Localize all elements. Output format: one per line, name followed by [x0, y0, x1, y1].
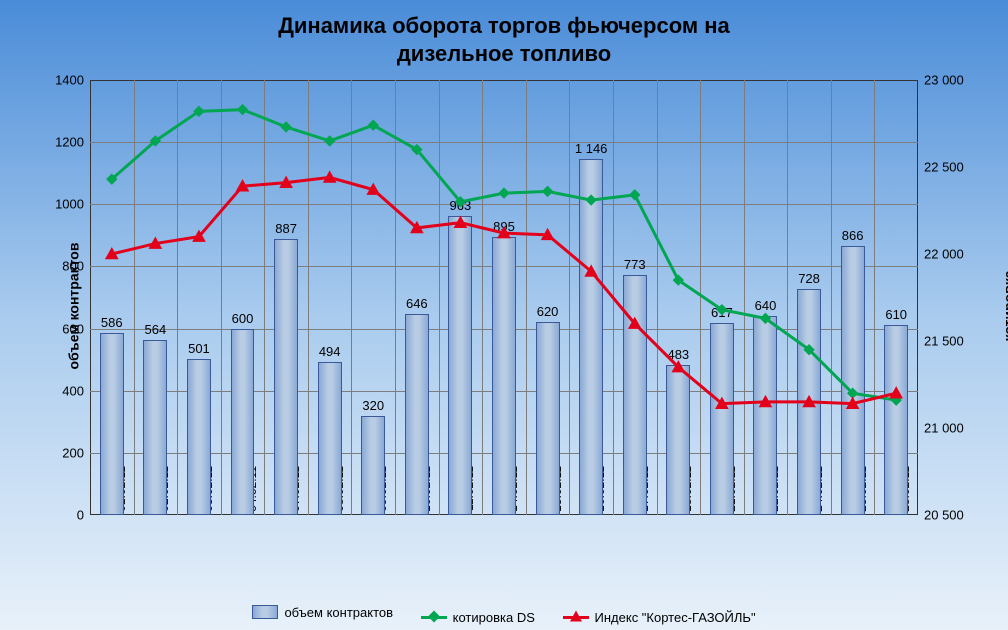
series-marker: [281, 122, 291, 132]
plot-area: 020040060080010001200140020 50021 00021 …: [90, 80, 918, 515]
y-left-tick: 200: [62, 445, 90, 460]
y-right-axis-title: котировка: [1001, 270, 1008, 341]
series-marker: [586, 195, 596, 205]
y-left-tick: 1400: [55, 73, 90, 88]
series-marker: [499, 188, 509, 198]
title-line-2: дизельное топливо: [397, 41, 611, 66]
legend-green-swatch: [421, 616, 447, 619]
y-left-tick: 1200: [55, 135, 90, 150]
y-right-tick: 22 500: [918, 160, 964, 175]
series-marker: [325, 136, 335, 146]
series-line: [112, 110, 896, 401]
y-left-tick: 600: [62, 321, 90, 336]
title-line-1: Динамика оборота торгов фьючерсом на: [278, 13, 730, 38]
y-right-tick: 20 500: [918, 508, 964, 523]
legend-item-bars: объем контрактов: [252, 605, 393, 620]
legend: объем контрактов котировка DS Индекс "Ко…: [0, 605, 1008, 626]
legend-item-green: котировка DS: [421, 610, 535, 625]
y-left-tick: 0: [77, 508, 90, 523]
legend-red-label: Индекс "Кортес-ГАЗОЙЛЬ": [595, 610, 756, 625]
legend-item-red: Индекс "Кортес-ГАЗОЙЛЬ": [563, 610, 756, 625]
legend-bar-swatch: [252, 605, 278, 619]
legend-bar-label: объем контрактов: [284, 605, 393, 620]
y-right-tick: 21 500: [918, 334, 964, 349]
line-layer: [90, 80, 918, 515]
y-left-tick: 1000: [55, 197, 90, 212]
series-marker: [543, 186, 553, 196]
series-marker: [630, 190, 640, 200]
y-right-tick: 23 000: [918, 73, 964, 88]
y-right-tick: 21 000: [918, 421, 964, 436]
chart-container: Динамика оборота торгов фьючерсом на диз…: [0, 0, 1008, 630]
series-marker: [238, 105, 248, 115]
y-right-tick: 22 000: [918, 247, 964, 262]
series-line: [112, 177, 896, 403]
series-marker: [890, 387, 902, 398]
chart-title: Динамика оборота торгов фьючерсом на диз…: [0, 12, 1008, 67]
legend-red-swatch: [563, 616, 589, 619]
y-left-tick: 800: [62, 259, 90, 274]
y-left-tick: 400: [62, 383, 90, 398]
legend-green-label: котировка DS: [453, 610, 535, 625]
